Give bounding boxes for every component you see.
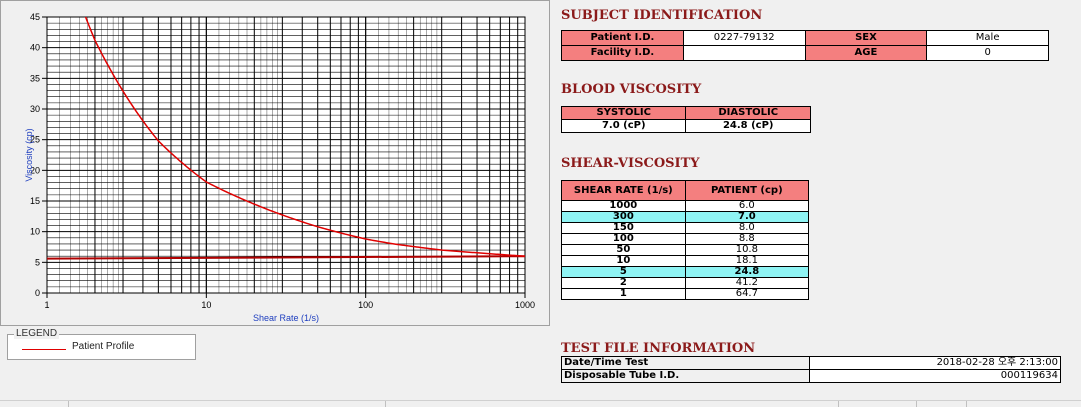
y-axis-label: Viscosity (cp) [24,128,34,181]
patient-value-cell: 24.8 [684,266,810,278]
subject-table: Patient I.D. 0227-79132 SEX Male Facilit… [561,30,1049,61]
shear-rate-cell: 1000 [561,200,686,212]
y-tick-label: 30 [30,104,40,114]
shear-rate-cell: 5 [561,266,686,278]
diastolic-value: 24.8 (cP) [685,119,811,133]
shear-rate-cell: 10 [561,255,686,267]
status-bar [0,400,1081,407]
test-file-table: Date/Time Test 2018-02-28 오후 2:13:00 Dis… [560,356,1061,383]
patient-value-cell: 64.7 [684,288,810,300]
shear-row: 150 8.0 [561,222,810,234]
series-line-patient-profile [84,17,525,257]
shear-row: 10 18.1 [561,255,810,267]
y-tick-label: 20 [30,165,40,175]
shear-row: 1 64.7 [561,288,810,300]
x-tick-label: 10 [201,300,211,310]
patient-value-cell: 7.0 [684,211,810,223]
shear-rate-header: SHEAR RATE (1/s) [561,180,686,201]
x-tick-label: 100 [358,300,373,310]
blood-viscosity-table: SYSTOLIC DIASTOLIC 7.0 (cP) 24.8 (cP) [560,106,811,133]
datetime-value: 2018-02-28 오후 2:13:00 [809,356,1061,370]
tube-id-value: 000119634 [809,369,1061,383]
sex-value: Male [926,30,1049,46]
test-file-title: TEST FILE INFORMATION [561,341,756,356]
legend-title: LEGEND [14,328,60,339]
systolic-value: 7.0 (cP) [560,119,687,133]
legend-line-swatch [22,349,66,350]
patient-cp-header: PATIENT (cp) [684,180,810,201]
y-tick-label: 0 [35,288,40,298]
blood-viscosity-title: BLOOD VISCOSITY [561,82,702,97]
age-value: 0 [926,45,1049,61]
age-label: AGE [804,45,928,61]
chart-svg: 0 5 10 15 20 25 30 35 40 45 1 10 100 1000 Shear Rate (… [0,0,550,326]
x-axis-label: Shear Rate (1/s) [253,313,319,323]
y-tick-label: 35 [30,73,40,83]
viscosity-chart: 0 5 10 15 20 25 30 35 40 45 1 10 100 1000 Shear Rate (… [0,0,550,326]
patient-value-cell: 41.2 [684,277,810,289]
x-tick-label: 1 [44,300,49,310]
shear-row: 5 24.8 [561,266,810,278]
plot-border [46,16,526,294]
status-bar-divider [68,401,69,407]
systolic-label: SYSTOLIC [560,106,687,120]
patient-value-cell: 8.0 [684,222,810,234]
shear-rate-cell: 1 [561,288,686,300]
status-bar-divider [385,401,386,407]
plot-area [47,17,525,293]
shear-viscosity-table: SHEAR RATE (1/s) PATIENT (cp) 1000 6.0 300… [561,180,810,300]
legend-label: Patient Profile [72,341,135,352]
shear-row: 2 41.2 [561,277,810,289]
patient-value-cell: 10.8 [684,244,810,256]
patient-id-label: Patient I.D. [561,30,684,46]
legend-box: LEGEND Patient Profile [7,328,196,360]
y-tick-label: 25 [30,135,40,145]
shear-rate-cell: 100 [561,233,686,245]
facility-id-label: Facility I.D. [561,45,684,61]
status-bar-divider [916,401,917,407]
patient-value-cell: 6.0 [684,200,810,212]
subject-title: SUBJECT IDENTIFICATION [561,8,763,23]
shear-rate-cell: 150 [561,222,686,234]
sex-label: SEX [804,30,928,46]
y-tick-label: 45 [30,12,40,22]
x-tick-label: 1000 [515,300,535,310]
patient-value-cell: 18.1 [684,255,810,267]
y-tick-label: 5 [35,257,40,267]
y-tick-label: 15 [30,196,40,206]
shear-rate-cell: 2 [561,277,686,289]
diastolic-label: DIASTOLIC [685,106,811,120]
shear-rate-cell: 50 [561,244,686,256]
shear-row: 100 8.8 [561,233,810,245]
shear-row: 300 7.0 [561,211,810,223]
reference-line [47,255,525,260]
shear-viscosity-title: SHEAR-VISCOSITY [561,156,700,171]
shear-row: 50 10.8 [561,244,810,256]
datetime-label: Date/Time Test [560,356,811,370]
patient-value-cell: 8.8 [684,233,810,245]
shear-row: 1000 6.0 [561,200,810,212]
shear-rate-cell: 300 [561,211,686,223]
y-tick-label: 40 [30,43,40,53]
facility-id-value [682,45,806,61]
status-bar-divider [966,401,967,407]
status-bar-divider [838,401,839,407]
tube-id-label: Disposable Tube I.D. [560,369,811,383]
y-tick-label: 10 [30,227,40,237]
patient-id-value: 0227-79132 [682,30,806,46]
